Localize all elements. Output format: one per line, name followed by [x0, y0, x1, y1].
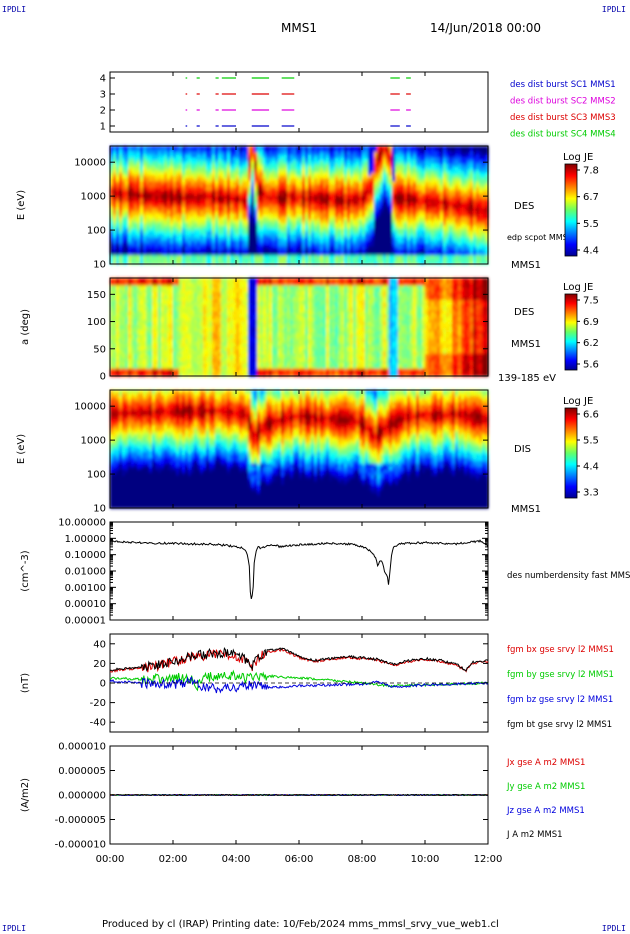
des-energy-heatmap [110, 146, 489, 265]
burst-panel-frame [110, 72, 488, 132]
legend-entry: des dist burst SC4 MMS4 [510, 130, 616, 140]
legend-entry: des dist burst SC2 MMS2 [510, 97, 616, 107]
y-tick-label: 1 [100, 122, 106, 133]
plot-figure: 1 2 3 4 des dist burst SC1 MMS1 des dist burs… [0, 0, 630, 900]
y-tick-label: 2 [100, 106, 106, 117]
corner-label-bottom-right: IPDLI [602, 924, 626, 933]
legend-entry: des dist burst SC1 MMS1 [510, 80, 616, 90]
corner-label-bottom-left: IPDLI [2, 924, 26, 933]
y-tick-label: 4 [100, 74, 106, 85]
legend-entry: des dist burst SC3 MMS3 [510, 113, 616, 123]
y-tick-label: 3 [100, 90, 106, 101]
